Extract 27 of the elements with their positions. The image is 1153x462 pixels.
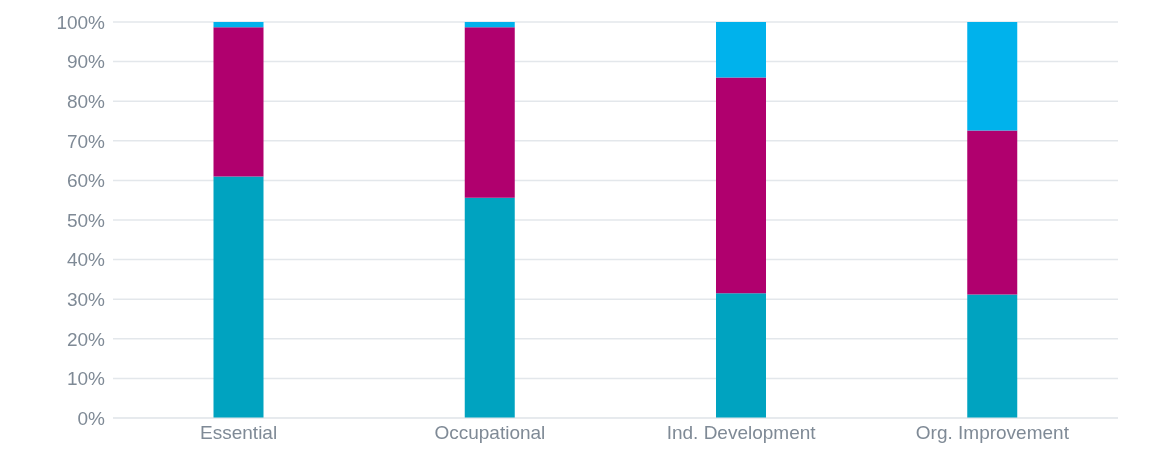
x-tick-label: Occupational xyxy=(434,422,546,444)
y-tick-label: 70% xyxy=(66,130,106,152)
y-tick-label: 90% xyxy=(66,51,106,73)
y-tick-label: 100% xyxy=(56,11,106,33)
x-tick-label: Org. Improvement xyxy=(915,422,1070,444)
bar xyxy=(716,293,766,418)
y-tick-label: 40% xyxy=(66,249,106,271)
bar xyxy=(213,22,264,28)
bar xyxy=(967,294,1018,418)
y-tick-label: 30% xyxy=(66,288,106,310)
bar xyxy=(967,130,1018,295)
bar xyxy=(967,22,1018,131)
y-tick-label: 80% xyxy=(66,90,106,112)
x-tick-label: Essential xyxy=(200,422,278,444)
bar xyxy=(464,22,515,28)
x-tick-label: Ind. Development xyxy=(666,422,817,444)
y-tick-label: 10% xyxy=(66,368,106,390)
bar xyxy=(716,22,766,78)
bar xyxy=(464,27,515,198)
y-tick-label: 60% xyxy=(66,170,106,192)
y-tick-label: 0% xyxy=(77,407,106,429)
bar xyxy=(716,77,766,294)
bar xyxy=(213,27,264,177)
y-tick-label: 50% xyxy=(66,209,106,231)
bar xyxy=(464,197,515,418)
y-tick-label: 20% xyxy=(66,328,106,350)
bar xyxy=(213,176,264,418)
